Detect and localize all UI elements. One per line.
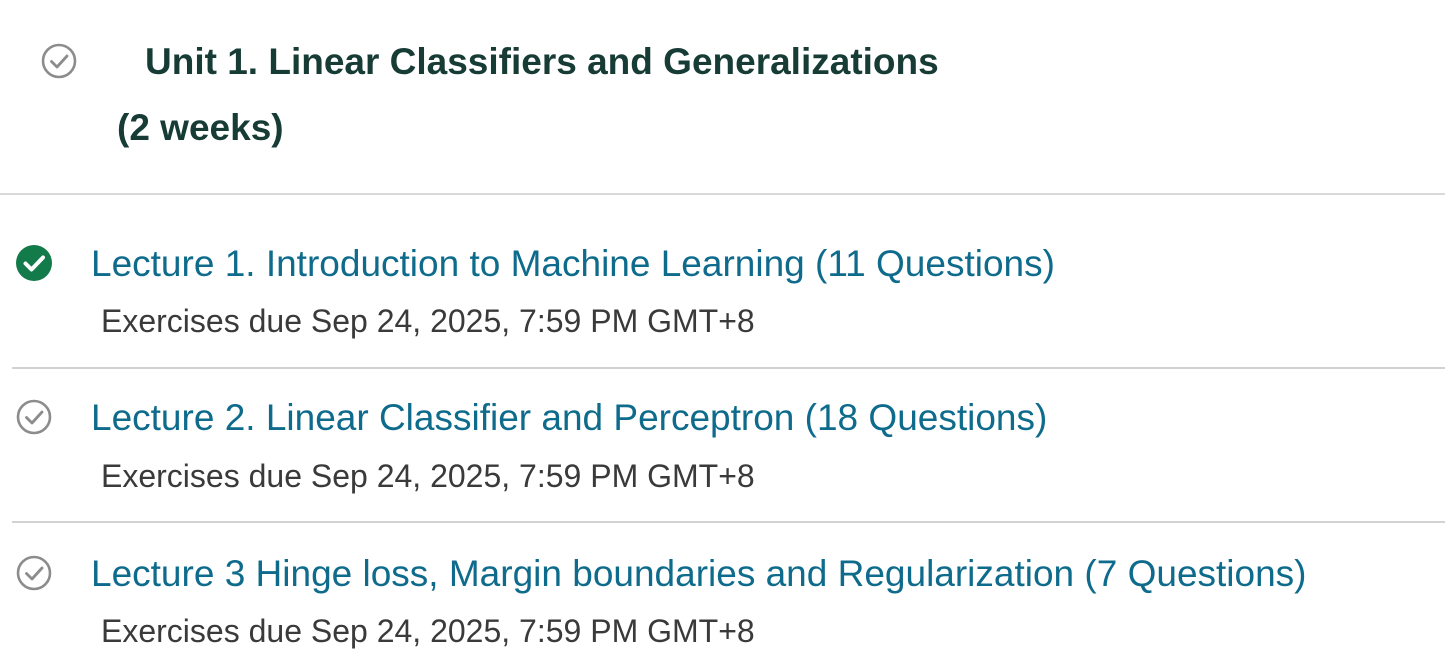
section-divider <box>0 193 1445 195</box>
unit-duration: (2 weeks) <box>117 107 284 148</box>
lecture-divider <box>12 367 1445 369</box>
check-circle-filled-icon <box>16 245 52 281</box>
lecture-divider <box>12 521 1445 523</box>
unit-header[interactable]: Unit 1. Linear Classifiers and Generaliz… <box>0 0 1445 193</box>
exercises-due-date: Exercises due Sep 24, 2025, 7:59 PM GMT+… <box>101 458 755 494</box>
lecture-link[interactable]: Lecture 2. Linear Classifier and Percept… <box>91 397 1048 438</box>
lecture-link[interactable]: Lecture 1. Introduction to Machine Learn… <box>91 243 1055 284</box>
exercises-due-date: Exercises due Sep 24, 2025, 7:59 PM GMT+… <box>101 303 755 339</box>
exercises-due-date: Exercises due Sep 24, 2025, 7:59 PM GMT+… <box>101 613 755 649</box>
unit-title[interactable]: Unit 1. Linear Classifiers and Generaliz… <box>145 41 939 82</box>
check-circle-outline-icon <box>41 43 77 79</box>
lecture-link[interactable]: Lecture 3 Hinge loss, Margin boundaries … <box>91 553 1307 594</box>
check-circle-outline-icon <box>16 399 52 435</box>
check-circle-outline-icon <box>16 555 52 591</box>
